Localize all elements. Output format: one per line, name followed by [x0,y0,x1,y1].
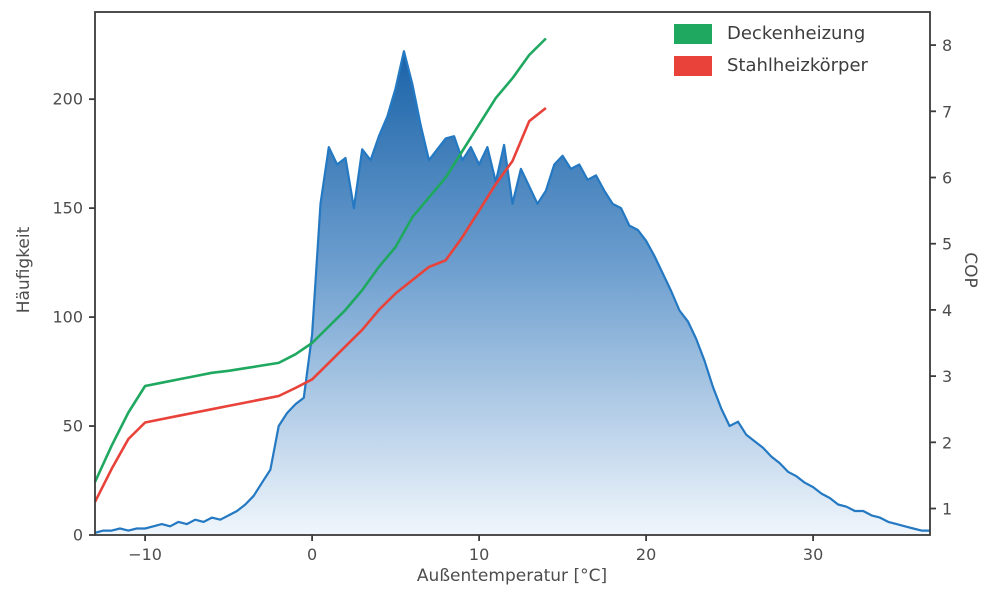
y-right-tick-label: 5 [942,235,952,254]
legend-swatch-deckenheizung [674,24,712,44]
y-left-tick-label: 50 [63,417,83,436]
x-tick-label: 10 [469,545,489,564]
series-line-0 [93,37,547,483]
y-right-tick-label: 2 [942,433,952,452]
legend-item-deckenheizung: Deckenheizung [674,24,868,44]
y-axis-label-right: COP [960,252,980,288]
y-right-tick-label: 8 [942,36,952,55]
legend-label-deckenheizung: Deckenheizung [727,23,866,44]
y-left-tick-label: 100 [52,308,83,327]
legend: Deckenheizung Stahlheizkörper [674,24,868,76]
series-line-1 [93,106,547,503]
y-left-tick-label: 200 [52,90,83,109]
x-axis-label: Außentemperatur [°C] [416,566,608,586]
x-tick-label: 0 [307,545,317,564]
histogram-line [94,50,930,534]
plot-border [94,11,931,536]
x-tick-label: 30 [803,545,823,564]
y-right-tick-label: 4 [942,301,952,320]
x-tick-label: −10 [128,545,162,564]
y-axis-label-left: Häufigkeit [14,226,34,314]
legend-item-stahlheizkoerper: Stahlheizkörper [674,56,868,76]
y-right-tick-label: 7 [942,102,952,121]
x-tick-label: 20 [636,545,656,564]
legend-label-stahlheizkoerper: Stahlheizkörper [727,55,868,76]
y-right-tick-label: 6 [942,169,952,188]
histogram-area [95,51,930,535]
y-left-tick-label: 150 [52,199,83,218]
y-left-tick-label: 0 [73,526,83,545]
y-right-tick-label: 3 [942,367,952,386]
legend-swatch-stahlheizkoerper [674,56,712,76]
y-right-tick-label: 1 [942,500,952,519]
